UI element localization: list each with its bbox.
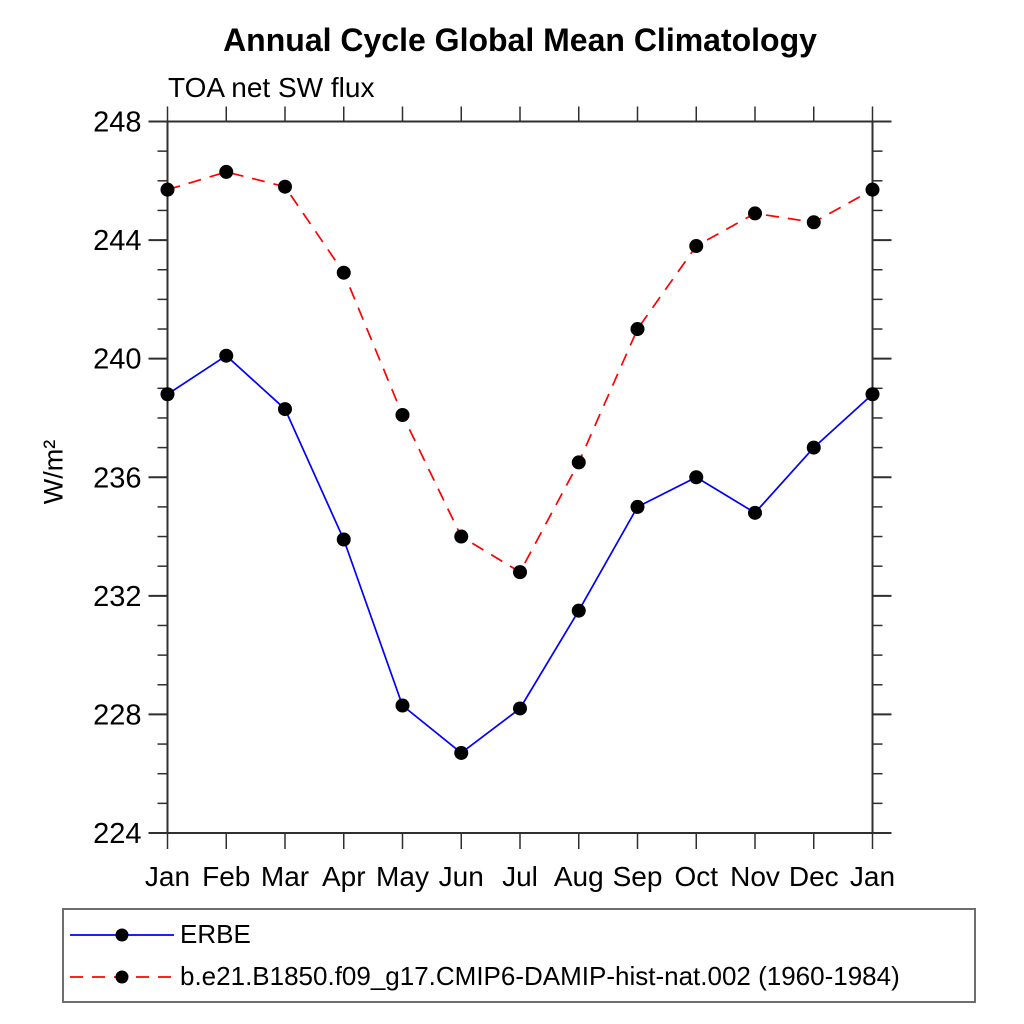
legend-item-erbe: ERBE xyxy=(70,919,974,950)
y-tick-label: 232 xyxy=(93,581,141,613)
x-tick-label: Mar xyxy=(261,861,309,892)
x-tick-label: Aug xyxy=(554,861,604,892)
data-point-marker xyxy=(748,505,762,520)
data-point-marker xyxy=(160,182,175,197)
data-point-marker xyxy=(513,565,527,580)
data-point-marker xyxy=(336,265,351,280)
data-point-marker xyxy=(748,206,762,221)
legend-marker xyxy=(115,970,129,983)
y-tick-label: 244 xyxy=(93,225,141,257)
data-point-marker xyxy=(571,603,586,618)
data-point-marker xyxy=(395,407,410,422)
y-tick-label: 240 xyxy=(93,344,141,376)
data-point-marker xyxy=(630,499,645,514)
x-tick-label: Jul xyxy=(502,861,538,892)
x-tick-label: Sep xyxy=(613,861,663,892)
chart-title: Annual Cycle Global Mean Climatology xyxy=(223,22,817,58)
data-point-marker xyxy=(454,529,469,544)
data-point-marker xyxy=(278,402,292,417)
legend-label-model: b.e21.B1850.f09_g17.CMIP6-DAMIP-hist-nat… xyxy=(180,961,900,991)
data-point-marker xyxy=(630,322,645,337)
legend-swatch-erbe xyxy=(70,928,174,941)
legend-item-model: b.e21.B1850.f09_g17.CMIP6-DAMIP-hist-nat… xyxy=(70,961,974,992)
data-point-marker xyxy=(571,455,586,470)
x-tick-label: Jun xyxy=(439,861,484,892)
y-tick-label: 228 xyxy=(93,699,141,731)
data-point-marker xyxy=(513,701,527,716)
legend-swatch-model xyxy=(70,970,174,983)
legend-label-erbe: ERBE xyxy=(180,919,251,949)
data-point-marker xyxy=(806,215,821,230)
x-tick-label: Feb xyxy=(202,861,250,892)
chart-subtitle: TOA net SW flux xyxy=(168,72,375,103)
erbe-series-line xyxy=(167,354,874,755)
data-point-marker xyxy=(336,532,351,547)
x-tick-label: Apr xyxy=(322,861,366,892)
y-tick-label: 236 xyxy=(93,462,141,494)
model-series-line xyxy=(167,171,873,574)
data-point-marker xyxy=(219,164,234,179)
y-tick-label: 248 xyxy=(93,107,141,139)
y-tick-label: 224 xyxy=(93,818,141,850)
plot-frame xyxy=(166,120,874,834)
data-point-marker xyxy=(160,387,175,402)
data-point-marker xyxy=(689,239,704,254)
x-tick-label: Oct xyxy=(674,861,718,892)
data-point-marker xyxy=(219,348,234,363)
data-point-marker xyxy=(689,470,704,485)
legend-marker xyxy=(115,928,129,941)
x-tick-label: Jan xyxy=(850,861,895,892)
data-point-marker xyxy=(865,182,880,197)
data-point-marker xyxy=(454,745,469,760)
x-tick-label: Jan xyxy=(145,861,190,892)
x-tick-label: May xyxy=(376,861,429,892)
x-tick-label: Dec xyxy=(789,861,839,892)
legend-box: ERBE b.e21.B1850.f09_g17.CMIP6-DAMIP-his… xyxy=(62,908,976,1003)
data-point-marker xyxy=(806,440,821,455)
x-tick-label: Nov xyxy=(730,861,780,892)
data-point-marker xyxy=(395,698,410,713)
data-point-marker xyxy=(278,179,292,194)
data-point-marker xyxy=(865,387,880,402)
